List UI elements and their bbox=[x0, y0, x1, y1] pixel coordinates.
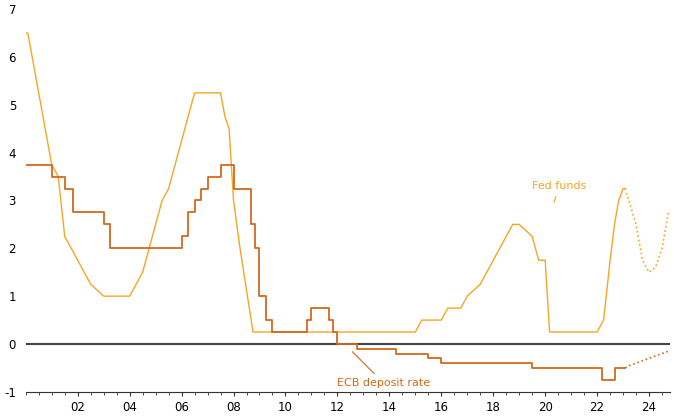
Text: Fed funds: Fed funds bbox=[532, 181, 586, 203]
Text: ECB deposit rate: ECB deposit rate bbox=[338, 352, 431, 388]
